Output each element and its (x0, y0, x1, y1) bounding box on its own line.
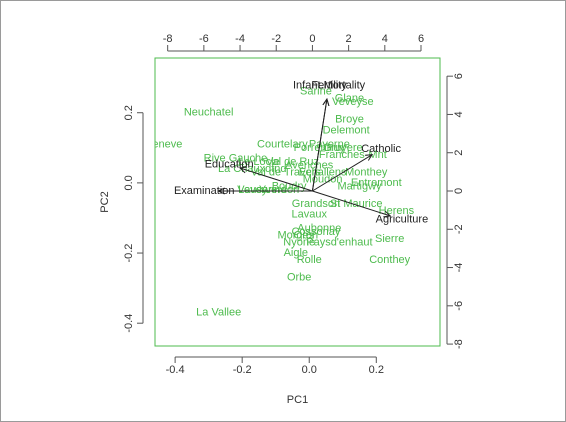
data-point-label: Glane (335, 93, 364, 105)
data-point-label: Vevey (237, 184, 267, 196)
data-point-label: Payerne (309, 138, 350, 150)
right-tick-label: 6 (453, 73, 465, 79)
data-point-label: La Vallee (196, 307, 241, 319)
top-tick-label: -6 (199, 33, 209, 45)
loading-arrowhead (217, 187, 225, 195)
x-tick-label: -0.2 (233, 364, 252, 376)
data-point-label: Courtelary (257, 138, 308, 150)
data-point-label: Lausanne (238, 184, 286, 196)
x-tick-label: -0.4 (166, 364, 185, 376)
top-tick-label: 6 (418, 33, 424, 45)
y-axis-title: PC2 (99, 191, 111, 212)
data-point-label: Neuchatel (184, 107, 234, 119)
right-tick-label: -4 (453, 263, 465, 273)
right-tick-label: 2 (453, 150, 465, 156)
top-tick-label: -4 (235, 33, 245, 45)
y-tick-label: 0.0 (123, 175, 135, 190)
data-point-label: Boudry (272, 180, 307, 192)
data-point-label: Cossonay (291, 226, 340, 238)
data-point-label: Avenches (285, 159, 334, 171)
top-tick-label: -8 (163, 33, 173, 45)
right-tick-label: -6 (453, 301, 465, 311)
data-point-label: Entremont (351, 177, 402, 189)
loading-arrow (312, 190, 391, 217)
x-tick-label: 0.0 (302, 364, 317, 376)
data-point-label: Le Locle (238, 156, 280, 168)
top-tick-label: 2 (346, 33, 352, 45)
top-tick-label: 4 (382, 33, 388, 45)
loading-label: Education (205, 159, 254, 171)
loading-arrowhead (238, 166, 248, 174)
x-axis-title: PC1 (287, 394, 308, 406)
right-tick-label: 4 (453, 111, 465, 117)
data-point-label: Gruyere (323, 142, 363, 154)
x-tick-label: 0.2 (369, 364, 384, 376)
top-tick-label: -2 (271, 33, 281, 45)
data-point-label: Orbe (287, 272, 311, 284)
loading-arrow (239, 167, 313, 192)
loading-label: Examination (174, 185, 235, 197)
data-point-label: Aigle (284, 247, 308, 259)
data-point-label: Morges (277, 230, 314, 242)
y-tick-label: -0.4 (123, 314, 135, 333)
right-tick-label: 0 (453, 188, 465, 194)
loading-arrow (311, 99, 328, 192)
data-point-label: Paysd'enhaut (306, 237, 372, 249)
data-point-label: V. De Geneve (114, 138, 182, 150)
loading-label: Agriculture (376, 214, 429, 226)
loading-label: Infant.Mortality (293, 79, 366, 91)
top-tick-label: 0 (309, 33, 315, 45)
data-point-label: Echallens (299, 166, 347, 178)
data-point-label: Lavaux (291, 208, 327, 220)
data-point-label: Val de Ruz (266, 156, 319, 168)
data-point-label: Nyone (283, 237, 315, 249)
data-point-label: Monthey (345, 166, 388, 178)
data-point-label: Moudon (303, 173, 343, 185)
data-point-label: Conthey (369, 254, 410, 266)
data-point-label: Veveyse (332, 96, 374, 108)
loading-arrow (312, 154, 373, 192)
data-point-label: Yverdon (259, 184, 299, 196)
loading-label: Fertility (311, 79, 347, 91)
plot-area: Neuchatel V. De Geneve Rive Gauche Courtela… (114, 79, 429, 319)
data-point-label: Sierre (375, 233, 404, 245)
loading-arrowhead (322, 98, 330, 106)
y-tick-label: 0.2 (123, 105, 135, 120)
loading-arrowhead (383, 210, 392, 218)
right-tick-label: -2 (453, 224, 465, 234)
data-point-label: Sarine (300, 86, 332, 98)
data-point-label: Rolle (297, 254, 322, 266)
data-point-label: Oron (294, 230, 318, 242)
data-point-label: Martigwy (338, 180, 383, 192)
data-point-label: Delemont (323, 124, 370, 136)
data-point-label: Val de Travers (251, 166, 322, 178)
loading-label: Catholic (361, 143, 401, 155)
y-tick-label: -0.2 (123, 244, 135, 263)
data-point-label: Broye (335, 114, 364, 126)
plot-frame (154, 57, 441, 347)
data-point-label: Aubonne (297, 222, 341, 234)
right-tick-label: -8 (453, 339, 465, 349)
data-point-label: Rive Gauche (204, 152, 268, 164)
loading-arrowhead (365, 154, 374, 161)
data-point-label: La Chauxdfnd (218, 163, 287, 175)
data-point-label: Grandson (292, 198, 340, 210)
